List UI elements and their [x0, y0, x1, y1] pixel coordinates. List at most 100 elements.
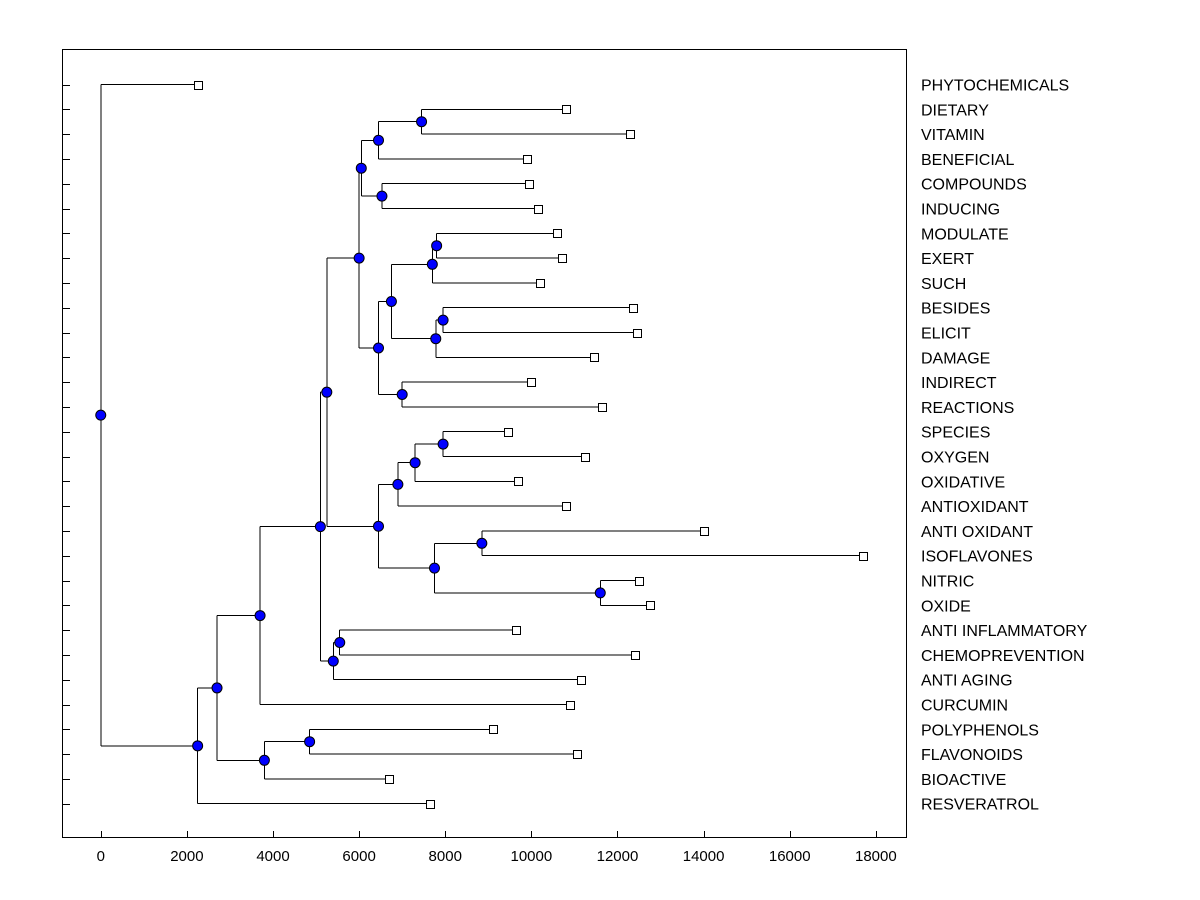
merge-node	[385, 296, 397, 307]
leaf-marker	[590, 353, 599, 362]
leaf-label: EXERT	[921, 251, 974, 268]
leaf-marker	[573, 750, 582, 759]
leaf-label: BENEFICIAL	[921, 152, 1014, 169]
x-tick-label: 4000	[256, 848, 289, 865]
leaf-marker	[426, 800, 435, 809]
leaf-labels: PHYTOCHEMICALS DIETARY VITAMIN BENEFICIAL CO…	[921, 78, 1088, 814]
leaf-marker	[504, 428, 513, 437]
leaf-marker	[194, 81, 203, 90]
merge-node	[327, 655, 339, 667]
leaf-label: CURCUMIN	[921, 698, 1008, 715]
merge-node	[334, 637, 346, 648]
leaf-marker	[534, 205, 543, 214]
merge-node	[192, 740, 204, 752]
leaf-label: MODULATE	[921, 226, 1009, 243]
plot-frame	[62, 49, 907, 838]
leaf-label: OXIDE	[921, 598, 971, 615]
leaf-label: BESIDES	[921, 301, 990, 318]
leaf-markers	[194, 81, 868, 809]
leaf-label: RESVERATROL	[921, 797, 1039, 814]
leaf-marker	[633, 329, 642, 338]
leaf-label: COMPOUNDS	[921, 177, 1027, 194]
leaf-label: PHYTOCHEMICALS	[921, 78, 1069, 95]
merge-node	[373, 520, 384, 532]
merge-node	[409, 457, 421, 469]
merge-node	[426, 258, 438, 270]
merge-node	[437, 438, 449, 450]
x-tick-label: 6000	[342, 848, 375, 865]
merge-node	[258, 754, 270, 766]
merge-node	[416, 116, 428, 128]
leaf-label: CHEMOPREVENTION	[921, 648, 1085, 665]
leaf-label: DIETARY	[921, 102, 989, 119]
merge-node	[314, 521, 326, 533]
merge-node	[430, 333, 442, 345]
branch-lines	[100, 84, 863, 805]
leaf-label: FLAVONOIDS	[921, 747, 1023, 764]
leaf-marker	[558, 254, 567, 263]
leaf-label: REACTIONS	[921, 400, 1014, 417]
merge-node	[355, 162, 367, 174]
merge-node	[431, 240, 443, 252]
leaf-marker	[598, 403, 607, 412]
leaf-label: OXYGEN	[921, 450, 989, 467]
leaf-label: INDIRECT	[921, 375, 997, 392]
merge-node	[353, 252, 365, 264]
x-tick-label: 8000	[429, 848, 462, 865]
merge-node	[304, 736, 316, 748]
leaf-label: SUCH	[921, 276, 966, 293]
x-tick-label: 16000	[769, 848, 811, 865]
merge-nodes	[95, 116, 606, 766]
leaf-label: NITRIC	[921, 574, 974, 591]
merge-node	[373, 342, 384, 354]
leaf-label: SPECIES	[921, 425, 990, 442]
x-tick-label: 0	[97, 848, 105, 865]
leaf-marker	[562, 105, 571, 114]
merge-node	[376, 190, 388, 202]
leaf-label: ELICIT	[921, 326, 971, 343]
leaf-marker	[553, 229, 562, 238]
leaf-marker	[527, 378, 536, 387]
merge-node	[392, 478, 404, 490]
leaf-label: ISOFLAVONES	[921, 549, 1033, 566]
leaf-marker	[626, 130, 635, 139]
leaf-marker	[577, 676, 586, 685]
leaf-marker	[523, 155, 532, 164]
leaf-label: DAMAGE	[921, 350, 990, 367]
merge-node	[396, 389, 408, 400]
leaf-marker	[489, 725, 498, 734]
leaf-marker	[646, 601, 655, 610]
leaf-marker	[635, 577, 644, 586]
leaf-marker	[700, 527, 709, 536]
merge-node	[321, 386, 333, 398]
leaf-label: ANTI AGING	[921, 673, 1013, 690]
leaf-marker	[385, 775, 394, 784]
leaf-marker	[631, 651, 640, 660]
leaf-marker	[514, 477, 523, 486]
leaf-marker	[562, 502, 571, 511]
leaf-marker	[859, 552, 868, 561]
leaf-marker	[581, 453, 590, 462]
x-tick-label: 10000	[511, 848, 553, 865]
leaf-label: POLYPHENOLS	[921, 722, 1039, 739]
merge-node	[437, 314, 449, 326]
x-tick-label: 18000	[855, 848, 897, 865]
merge-node	[254, 610, 266, 622]
merge-node	[95, 409, 107, 421]
leaf-marker	[566, 701, 575, 710]
leaf-label: VITAMIN	[921, 127, 985, 144]
leaf-label: ANTIOXIDANT	[921, 499, 1029, 516]
leaf-label: ANTI OXIDANT	[921, 524, 1033, 541]
x-tick-label: 12000	[597, 848, 639, 865]
merge-node	[594, 587, 606, 599]
leaf-label: OXIDATIVE	[921, 474, 1005, 491]
leaf-marker	[536, 279, 545, 288]
x-tick-label: 14000	[683, 848, 725, 865]
merge-node	[476, 537, 488, 549]
leaf-label: ANTI INFLAMMATORY	[921, 623, 1088, 640]
x-axis: 0 2000 4000 6000 8000 10000 12000 14000 16000 180…	[97, 831, 897, 865]
y-tick-marks	[62, 85, 70, 805]
merge-node	[373, 134, 384, 146]
merge-node	[428, 562, 440, 574]
